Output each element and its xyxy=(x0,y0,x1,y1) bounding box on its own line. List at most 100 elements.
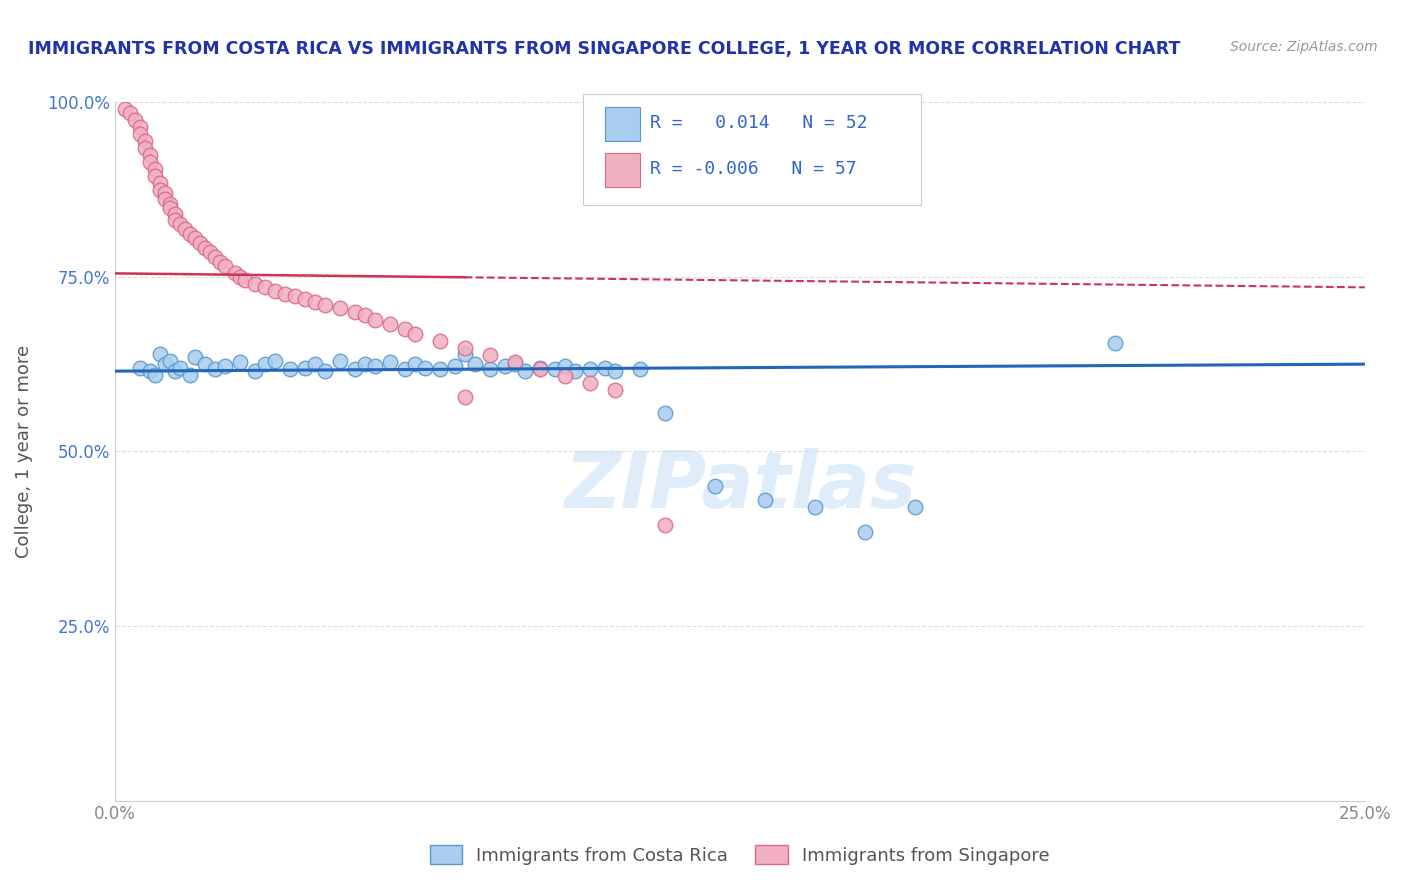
Point xyxy=(128,120,150,134)
Point xyxy=(1104,336,1126,351)
Point xyxy=(194,241,217,255)
Point xyxy=(173,222,195,236)
Point xyxy=(353,357,375,371)
Point xyxy=(703,479,725,493)
Point xyxy=(153,357,176,371)
Point xyxy=(188,236,211,251)
Point xyxy=(478,348,501,362)
Point xyxy=(413,360,436,375)
Point xyxy=(304,295,326,310)
Point xyxy=(163,212,186,227)
Point xyxy=(224,266,246,280)
Point xyxy=(454,347,477,361)
Point xyxy=(163,364,186,378)
Point xyxy=(593,360,616,375)
Point xyxy=(554,359,576,374)
Point xyxy=(253,357,276,371)
Point xyxy=(128,127,150,141)
Point xyxy=(159,202,181,216)
Point xyxy=(378,355,401,369)
Point xyxy=(754,493,776,508)
Point xyxy=(153,186,176,200)
Point xyxy=(253,280,276,294)
Point xyxy=(578,376,600,390)
Point xyxy=(429,334,451,348)
Point xyxy=(243,277,266,291)
Point xyxy=(454,341,477,355)
Point xyxy=(603,364,626,378)
Point xyxy=(204,250,226,264)
Point xyxy=(263,353,285,368)
Point xyxy=(513,364,536,378)
Point xyxy=(139,364,162,378)
Point xyxy=(263,284,285,298)
Point xyxy=(394,322,416,336)
Point xyxy=(198,245,221,260)
Point xyxy=(503,355,526,369)
Point xyxy=(404,357,426,371)
Point xyxy=(404,327,426,342)
Point xyxy=(159,353,181,368)
Text: R =   0.014   N = 52: R = 0.014 N = 52 xyxy=(650,114,868,132)
Point xyxy=(194,357,217,371)
Point xyxy=(364,359,387,374)
Point xyxy=(443,359,465,374)
Point xyxy=(118,105,141,120)
Point xyxy=(304,357,326,371)
Point xyxy=(378,318,401,332)
Point xyxy=(314,364,336,378)
Point xyxy=(229,269,252,284)
Point xyxy=(143,161,166,176)
Point xyxy=(284,289,307,303)
Point xyxy=(544,362,567,376)
Point xyxy=(554,369,576,384)
Point xyxy=(214,359,236,374)
Point xyxy=(294,360,316,375)
Text: Source: ZipAtlas.com: Source: ZipAtlas.com xyxy=(1230,40,1378,54)
Point xyxy=(229,355,252,369)
Point xyxy=(124,112,146,127)
Point xyxy=(134,134,156,148)
Point xyxy=(204,362,226,376)
Point xyxy=(353,308,375,322)
Point xyxy=(429,362,451,376)
Point xyxy=(329,353,352,368)
Point xyxy=(214,260,236,274)
Point xyxy=(853,524,876,539)
Legend: Immigrants from Costa Rica, Immigrants from Singapore: Immigrants from Costa Rica, Immigrants f… xyxy=(422,838,1057,871)
Point xyxy=(564,364,586,378)
Point xyxy=(454,390,477,404)
Text: IMMIGRANTS FROM COSTA RICA VS IMMIGRANTS FROM SINGAPORE COLLEGE, 1 YEAR OR MORE : IMMIGRANTS FROM COSTA RICA VS IMMIGRANTS… xyxy=(28,40,1181,58)
Point xyxy=(329,301,352,316)
Point xyxy=(278,362,301,376)
Point xyxy=(208,254,231,268)
Point xyxy=(529,360,551,375)
Point xyxy=(494,359,516,374)
Point xyxy=(128,360,150,375)
Point xyxy=(274,286,297,301)
Point xyxy=(503,357,526,371)
Point xyxy=(654,406,676,420)
Point xyxy=(149,176,172,190)
Point xyxy=(143,169,166,183)
Point xyxy=(628,362,651,376)
Point xyxy=(179,227,201,241)
Point xyxy=(153,192,176,206)
Point xyxy=(169,218,191,232)
Point xyxy=(314,298,336,312)
Point xyxy=(803,500,825,515)
Point xyxy=(364,313,387,327)
Point xyxy=(343,362,366,376)
Point xyxy=(478,362,501,376)
Point xyxy=(149,183,172,197)
Point xyxy=(343,305,366,319)
Point xyxy=(243,364,266,378)
Point xyxy=(603,383,626,397)
Point xyxy=(149,347,172,361)
Point xyxy=(184,231,207,245)
Point xyxy=(163,207,186,221)
Point xyxy=(184,350,207,364)
Point xyxy=(578,362,600,376)
Point xyxy=(139,154,162,169)
Point xyxy=(139,147,162,161)
